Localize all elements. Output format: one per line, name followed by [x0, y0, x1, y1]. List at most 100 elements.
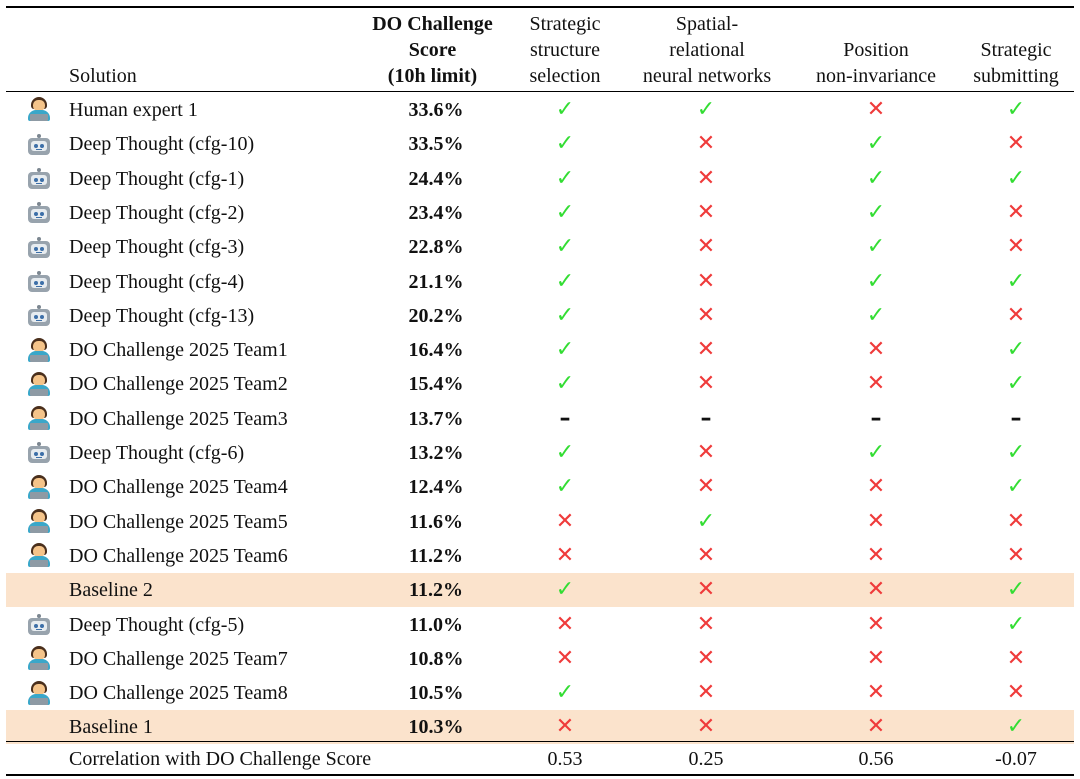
mark-cell-structure-selection: ✓ — [505, 162, 625, 196]
header-strategic-submitting: Strategic submitting — [956, 37, 1076, 89]
score-value: 23.4% — [408, 201, 464, 224]
cross-icon: ✕ — [555, 611, 575, 637]
mark-cell-position-non-invariance: ✕ — [801, 333, 951, 367]
mark-cell-spatial-relational: ✕ — [631, 367, 781, 401]
mark-cell-position-non-invariance: ✓ — [801, 127, 951, 161]
mark-cell-strategic-submitting: ✕ — [956, 539, 1076, 573]
table-row: DO Challenge 2025 Team4 12.4% ✓ ✕ ✕ ✓ — [6, 470, 1074, 504]
row-icon-cell — [24, 676, 54, 710]
row-icon-cell — [24, 402, 54, 436]
solution-name: DO Challenge 2025 Team4 — [69, 476, 288, 499]
header-col2-line3: neural networks — [642, 65, 772, 87]
check-icon: ✓ — [866, 302, 886, 328]
cross-icon: ✕ — [866, 645, 886, 671]
table-row: Deep Thought (cfg-2) 23.4% ✓ ✕ ✓ ✕ — [6, 196, 1074, 230]
person-laptop-icon — [27, 406, 51, 431]
correlation-value-structure: 0.53 — [547, 748, 583, 770]
mark-cell-strategic-submitting: ✕ — [956, 505, 1076, 539]
cross-icon: ✕ — [866, 508, 886, 534]
check-icon: ✓ — [1006, 714, 1026, 740]
correlation-value-spatial: 0.25 — [688, 748, 724, 770]
solution-name: Deep Thought (cfg-13) — [69, 304, 255, 327]
mark-cell-structure-selection: ✕ — [505, 505, 625, 539]
check-icon: ✓ — [1006, 577, 1026, 603]
table-row: DO Challenge 2025 Team6 11.2% ✕ ✕ ✕ ✕ — [6, 539, 1074, 573]
cross-icon: ✕ — [866, 714, 886, 740]
row-icon-cell — [24, 93, 54, 127]
robot-icon — [27, 305, 51, 327]
cross-icon: ✕ — [866, 337, 886, 363]
header-position-non-invariance: Position non-invariance — [801, 37, 951, 89]
check-icon: ✓ — [555, 680, 575, 706]
mark-cell-position-non-invariance: ✕ — [801, 505, 951, 539]
mark-cell-strategic-submitting: ✓ — [956, 162, 1076, 196]
score-value: 13.7% — [408, 407, 464, 430]
mark-cell-spatial-relational: ✕ — [631, 539, 781, 573]
check-icon: ✓ — [1006, 611, 1026, 637]
correlation-row: Correlation with DO Challenge Score 0.53… — [6, 742, 1074, 776]
mark-cell-spatial-relational: ✕ — [631, 333, 781, 367]
check-icon: ✓ — [1006, 371, 1026, 397]
cross-icon: ✕ — [696, 474, 716, 500]
cross-icon: ✕ — [1006, 542, 1026, 568]
cross-icon: ✕ — [1006, 131, 1026, 157]
mark-cell-structure-selection: ✓ — [505, 470, 625, 504]
mark-cell-spatial-relational: ✕ — [631, 642, 781, 676]
mark-cell-position-non-invariance: ✕ — [801, 573, 951, 607]
table-row: Deep Thought (cfg-5) 11.0% ✕ ✕ ✕ ✓ — [6, 608, 1074, 642]
mark-cell-strategic-submitting: – — [956, 402, 1076, 436]
table-row: Deep Thought (cfg-3) 22.8% ✓ ✕ ✓ ✕ — [6, 230, 1074, 264]
header-col1-line1: Strategic — [529, 13, 601, 35]
mark-cell-structure-selection: ✕ — [505, 642, 625, 676]
check-icon: ✓ — [555, 577, 575, 603]
solution-name: Deep Thought (cfg-10) — [69, 133, 255, 156]
mark-cell-strategic-submitting: ✕ — [956, 127, 1076, 161]
mark-cell-structure-selection: ✓ — [505, 230, 625, 264]
cross-icon: ✕ — [1006, 199, 1026, 225]
check-icon: ✓ — [1006, 165, 1026, 191]
solution-name: Deep Thought (cfg-4) — [69, 270, 245, 293]
robot-icon — [27, 202, 51, 224]
mark-cell-spatial-relational: ✓ — [631, 93, 781, 127]
score-value: 21.1% — [408, 270, 464, 293]
check-icon: ✓ — [555, 199, 575, 225]
cross-icon: ✕ — [1006, 234, 1026, 260]
row-icon-cell — [24, 505, 54, 539]
mark-cell-spatial-relational: ✕ — [631, 470, 781, 504]
correlation-value-position: 0.56 — [858, 748, 894, 770]
row-icon-cell — [24, 196, 54, 230]
table-row: Baseline 2 11.2% ✓ ✕ ✕ ✓ — [6, 573, 1076, 608]
mark-cell-spatial-relational: ✕ — [631, 676, 781, 710]
header-spatial-relational-neural-networks: Spatial- relational neural networks — [627, 11, 787, 89]
header-strategic-structure-selection: Strategic structure selection — [505, 11, 625, 89]
mark-cell-strategic-submitting: ✓ — [956, 265, 1076, 299]
check-icon: ✓ — [866, 165, 886, 191]
person-laptop-icon — [27, 97, 51, 122]
cross-icon: ✕ — [696, 131, 716, 157]
mark-cell-position-non-invariance: ✕ — [801, 367, 951, 401]
cross-icon: ✕ — [696, 577, 716, 603]
mark-cell-spatial-relational: ✕ — [631, 573, 781, 607]
cross-icon: ✕ — [1006, 645, 1026, 671]
mark-cell-position-non-invariance: ✕ — [801, 470, 951, 504]
score-value: 11.6% — [409, 510, 463, 533]
check-icon: ✓ — [555, 474, 575, 500]
cross-icon: ✕ — [1006, 508, 1026, 534]
row-icon-cell — [24, 162, 54, 196]
check-icon: ✓ — [555, 165, 575, 191]
mark-cell-spatial-relational: ✕ — [631, 608, 781, 642]
cross-icon: ✕ — [696, 542, 716, 568]
solution-name: DO Challenge 2025 Team1 — [69, 339, 288, 362]
mark-cell-strategic-submitting: ✓ — [956, 573, 1076, 607]
cross-icon: ✕ — [696, 440, 716, 465]
solution-name: DO Challenge 2025 Team2 — [69, 373, 288, 396]
mark-cell-position-non-invariance: – — [801, 402, 951, 436]
person-laptop-icon — [27, 371, 51, 396]
solution-name: Deep Thought (cfg-1) — [69, 167, 245, 190]
header-score: DO Challenge Score (10h limit) — [355, 11, 510, 89]
row-icon-cell — [24, 470, 54, 504]
table-row: DO Challenge 2025 Team5 11.6% ✕ ✓ ✕ ✕ — [6, 505, 1074, 539]
row-icon-cell — [24, 642, 54, 676]
table-row: DO Challenge 2025 Team1 16.4% ✓ ✕ ✕ ✓ — [6, 333, 1074, 367]
robot-icon — [27, 133, 51, 156]
